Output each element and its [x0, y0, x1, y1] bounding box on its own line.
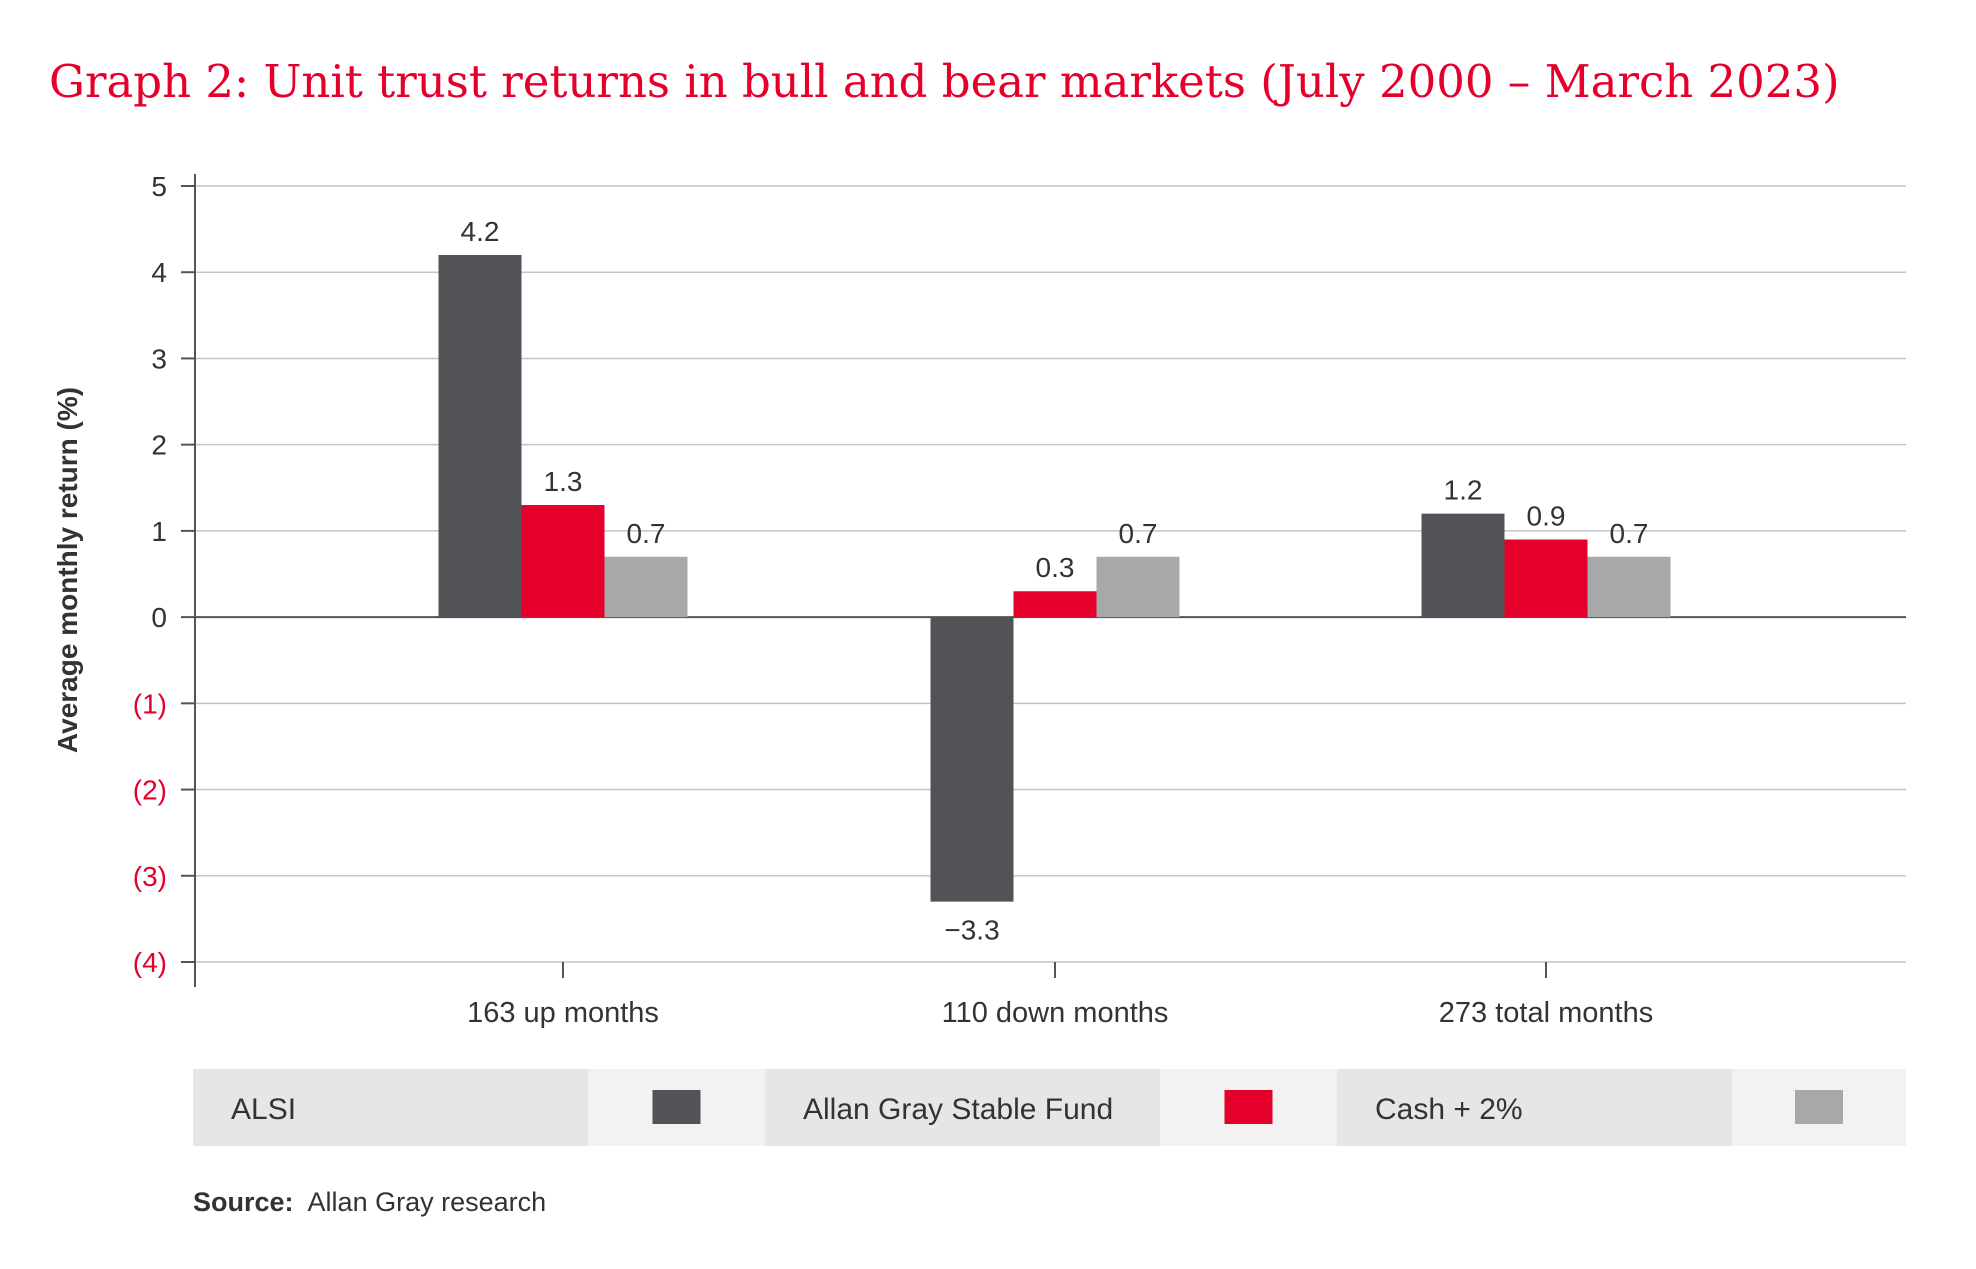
y-axis: 5 4 3 2 1 0 (1) (2) (3) (4): [133, 171, 196, 987]
legend-label-bg: [1337, 1069, 1732, 1146]
legend-swatch: [652, 1090, 701, 1124]
bar: [438, 254, 522, 618]
legend-label: Allan Gray Stable Fund: [803, 1093, 1113, 1126]
bar: [1421, 513, 1505, 618]
legend-label-bg: [193, 1069, 588, 1146]
y-tick-label: 2: [151, 430, 167, 461]
source-note: Source: Allan Gray research: [193, 1187, 546, 1217]
data-labels: 4.2 1.3 0.7 −3.3 0.3 0.7 1.2 0.9 0.7: [461, 216, 1649, 946]
bar: [604, 556, 688, 618]
bar: [1013, 591, 1097, 618]
data-label: 1.3: [544, 466, 583, 497]
y-tick-label: (4): [133, 947, 167, 978]
x-tick-label: 163 up months: [467, 997, 659, 1029]
bar: [521, 505, 605, 618]
legend-swatch: [1795, 1090, 1843, 1124]
source-text: Allan Gray research: [308, 1187, 547, 1217]
data-label: 0.9: [1527, 501, 1566, 532]
source-label: Source:: [193, 1187, 294, 1217]
data-label: 1.2: [1444, 475, 1483, 506]
x-axis: 163 up months 110 down months 273 total mo…: [467, 962, 1653, 1029]
bar: [1587, 556, 1671, 618]
data-label: 0.7: [627, 518, 666, 549]
y-tick-label: 0: [151, 602, 167, 633]
legend-swatch: [1224, 1090, 1273, 1124]
data-label: 0.3: [1036, 552, 1075, 583]
bars: [438, 254, 1671, 902]
y-tick-label: 5: [151, 171, 167, 202]
y-tick-label: (2): [133, 775, 167, 806]
bar: [930, 617, 1014, 902]
legend-label-bg: [765, 1069, 1160, 1146]
y-tick-label: 1: [151, 516, 167, 547]
data-label: 0.7: [1610, 518, 1649, 549]
data-label: 0.7: [1119, 518, 1158, 549]
legend-label: ALSI: [231, 1093, 296, 1126]
bar: [1504, 539, 1588, 618]
y-axis-label: Average monthly return (%): [52, 387, 83, 753]
legend-label: Cash + 2%: [1375, 1093, 1523, 1126]
bar: [1096, 556, 1180, 618]
legend: ALSI Allan Gray Stable Fund Cash + 2%: [193, 1069, 1906, 1146]
y-tick-label: 4: [151, 257, 167, 288]
data-label: 4.2: [461, 216, 500, 247]
y-tick-label: (3): [133, 861, 167, 892]
data-label: −3.3: [944, 915, 999, 946]
x-tick-label: 273 total months: [1439, 997, 1653, 1029]
y-tick-label: 3: [151, 343, 167, 374]
chart-title: Graph 2: Unit trust returns in bull and …: [49, 55, 1840, 108]
x-tick-label: 110 down months: [942, 997, 1169, 1029]
y-tick-label: (1): [133, 688, 167, 719]
